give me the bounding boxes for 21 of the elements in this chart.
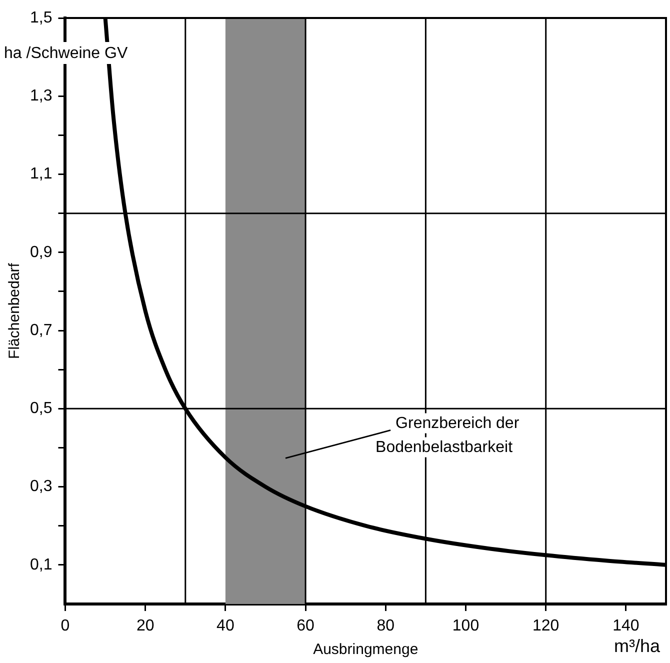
- y-tick-label: 0,7: [30, 322, 52, 339]
- y-tick-label: 1,3: [30, 88, 52, 105]
- y-tick-label: 1,5: [30, 9, 52, 26]
- x-tick-label: 120: [532, 617, 560, 634]
- x-axis-title: Ausbringmenge: [313, 641, 418, 658]
- text: m³/ha: [614, 636, 661, 656]
- x-tick-label: 0: [60, 617, 70, 634]
- x-tick-label: 100: [452, 617, 480, 634]
- y-tick-label: 1,1: [30, 166, 52, 183]
- x-tick-label: 20: [136, 617, 154, 634]
- y-tick-label: 0,9: [30, 244, 52, 261]
- y-tick-label: 0,3: [30, 478, 52, 496]
- y-axis-title: Flächenbedarf: [6, 262, 24, 359]
- band-label: Grenzbereich der Bodenbelastbarkeit: [376, 415, 520, 456]
- x-tick-label: 140: [612, 617, 640, 634]
- y-tick-label: 0,5: [30, 400, 52, 418]
- x-tick-label: 60: [296, 617, 315, 634]
- annotation: ha /Schweine GV: [4, 45, 128, 62]
- y-tick-label: 0,1: [30, 556, 52, 574]
- x-tick-label: 40: [216, 617, 234, 634]
- x-tick-label: 80: [376, 617, 395, 634]
